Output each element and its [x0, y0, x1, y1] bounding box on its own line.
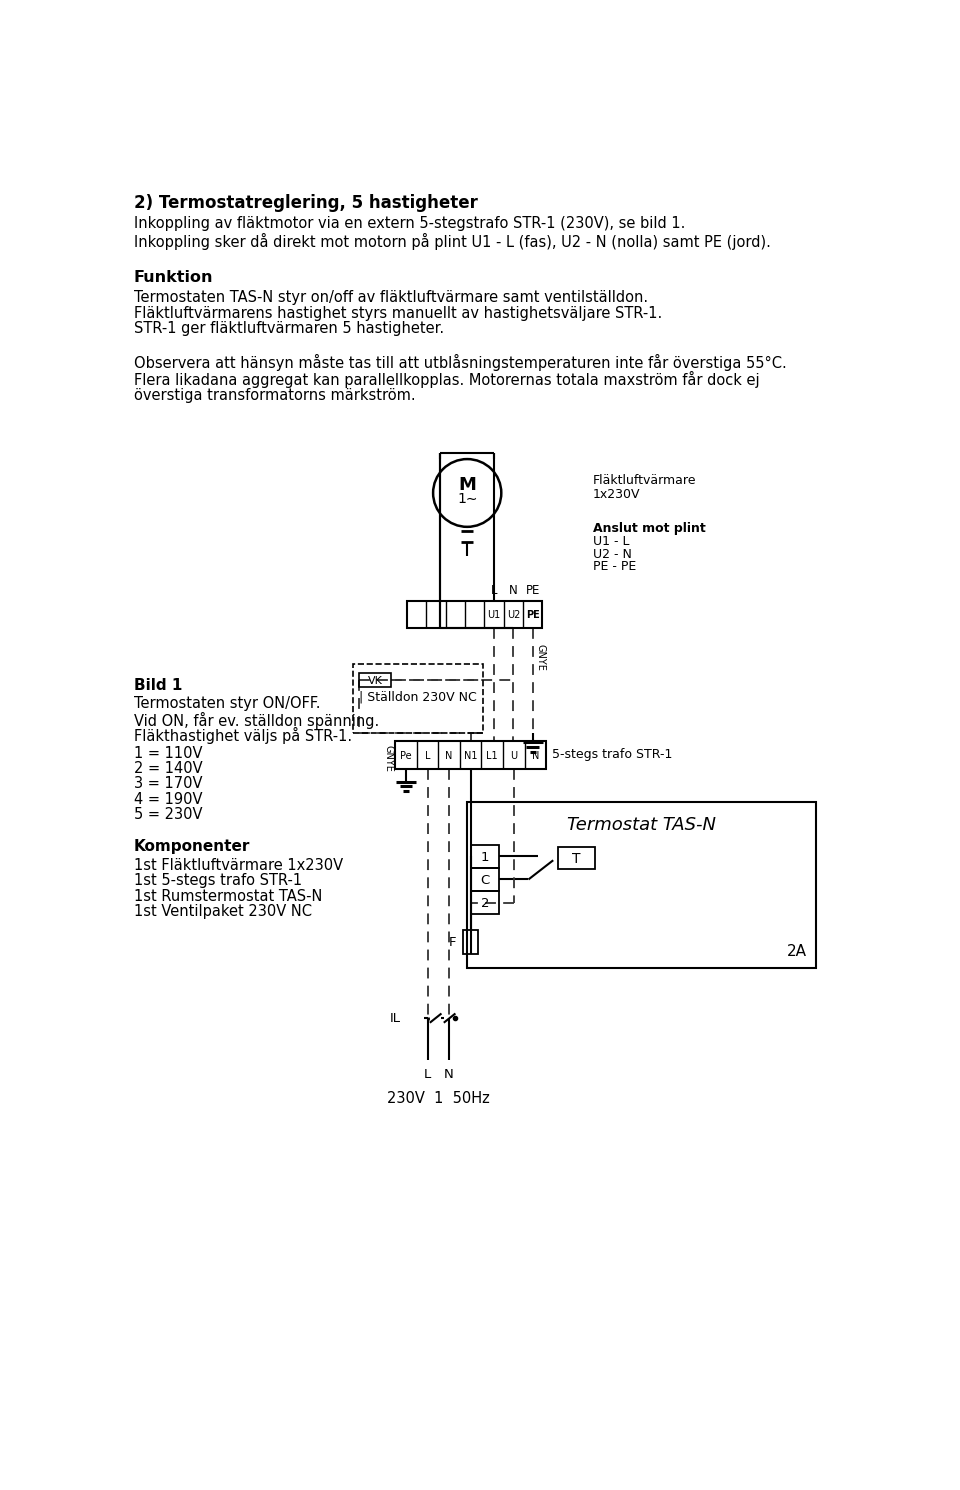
Text: PE: PE	[525, 584, 540, 597]
Text: 1x230V: 1x230V	[592, 487, 640, 501]
Text: Observera att hänsyn måste tas till att utblåsningstemperaturen inte får översti: Observera att hänsyn måste tas till att …	[134, 355, 786, 371]
Text: N: N	[445, 751, 453, 760]
Text: 1st Ventilpaket 230V NC: 1st Ventilpaket 230V NC	[134, 904, 312, 919]
Text: Flera likadana aggregat kan parallellkopplas. Motorernas totala maxström får doc: Flera likadana aggregat kan parallellkop…	[134, 371, 759, 389]
Text: 3 = 170V: 3 = 170V	[134, 776, 203, 791]
Text: VK: VK	[368, 676, 382, 685]
Text: GNYE: GNYE	[383, 745, 394, 772]
Text: 2: 2	[481, 897, 490, 910]
Text: Inkoppling sker då direkt mot motorn på plint U1 - L (fas), U2 - N (nolla) samt : Inkoppling sker då direkt mot motorn på …	[134, 232, 771, 250]
Text: Fläkthastighet väljs på STR-1.: Fläkthastighet väljs på STR-1.	[134, 727, 352, 744]
Text: U: U	[511, 751, 517, 760]
Text: N1: N1	[464, 751, 477, 760]
Text: 230V  1  50Hz: 230V 1 50Hz	[387, 1091, 490, 1106]
Text: U2 - N: U2 - N	[592, 548, 632, 560]
Bar	[359, 673, 392, 687]
Text: 1st Rumstermostat TAS-N: 1st Rumstermostat TAS-N	[134, 888, 323, 904]
Text: | Ställdon 230V NC: | Ställdon 230V NC	[359, 690, 476, 703]
Text: U1: U1	[488, 611, 500, 620]
Bar	[471, 869, 499, 891]
Text: L1: L1	[487, 751, 498, 760]
Text: PE: PE	[526, 611, 540, 620]
Text: 5 = 230V: 5 = 230V	[134, 808, 203, 822]
Text: U2: U2	[507, 611, 520, 620]
Text: N: N	[444, 1068, 454, 1082]
Bar	[463, 930, 478, 954]
Text: PE - PE: PE - PE	[592, 560, 636, 574]
Bar	[471, 891, 499, 915]
Text: Termostaten TAS-N styr on/off av fläktluftvärmare samt ventilställdon.: Termostaten TAS-N styr on/off av fläktlu…	[134, 291, 648, 305]
Text: GNYE: GNYE	[535, 644, 545, 670]
Text: 2A: 2A	[786, 943, 806, 958]
Bar	[558, 848, 595, 869]
Text: 1st 5-stegs trafo STR-1: 1st 5-stegs trafo STR-1	[134, 873, 302, 888]
Text: Pe: Pe	[400, 751, 412, 760]
Text: överstiga transformatorns märkström.: överstiga transformatorns märkström.	[134, 389, 416, 404]
Bar	[471, 845, 499, 869]
Text: 1st Fläktluftvärmare 1x230V: 1st Fläktluftvärmare 1x230V	[134, 858, 343, 873]
Text: M: M	[458, 477, 476, 495]
Text: T: T	[572, 852, 581, 866]
Text: 5-stegs trafo STR-1: 5-stegs trafo STR-1	[552, 748, 673, 761]
Text: 1: 1	[481, 851, 490, 864]
Bar	[407, 600, 542, 629]
Text: L: L	[424, 1068, 431, 1082]
Text: Funktion: Funktion	[134, 270, 213, 285]
Text: Termostaten styr ON/OFF.: Termostaten styr ON/OFF.	[134, 696, 321, 711]
Text: N: N	[509, 584, 517, 597]
Text: Vid ON, får ev. ställdon spänning.: Vid ON, får ev. ställdon spänning.	[134, 712, 379, 729]
Text: Bild 1: Bild 1	[134, 678, 182, 693]
Text: Termostat TAS-N: Termostat TAS-N	[567, 817, 716, 834]
Text: F: F	[449, 936, 457, 949]
Text: 1 = 110V: 1 = 110V	[134, 745, 203, 760]
Text: 1∼: 1∼	[457, 492, 477, 507]
Text: N: N	[532, 751, 540, 760]
Bar	[396, 741, 546, 769]
Text: 2) Termostatreglering, 5 hastigheter: 2) Termostatreglering, 5 hastigheter	[134, 194, 478, 212]
Text: Fläktluftvärmarens hastighet styrs manuellt av hastighetsväljare STR-1.: Fläktluftvärmarens hastighet styrs manue…	[134, 305, 662, 320]
Text: Komponenter: Komponenter	[134, 839, 251, 854]
Text: L: L	[424, 751, 430, 760]
Text: Anslut mot plint: Anslut mot plint	[592, 522, 706, 535]
Text: Fläktluftvärmare: Fläktluftvärmare	[592, 474, 696, 487]
Text: Inkoppling av fläktmotor via en extern 5-stegstrafo STR-1 (230V), se bild 1.: Inkoppling av fläktmotor via en extern 5…	[134, 216, 685, 231]
Text: C: C	[480, 873, 490, 887]
Text: 2 = 140V: 2 = 140V	[134, 761, 203, 776]
Text: L: L	[491, 584, 497, 597]
Bar	[468, 803, 816, 968]
Text: STR-1 ger fläktluftvärmaren 5 hastigheter.: STR-1 ger fläktluftvärmaren 5 hastighete…	[134, 322, 444, 337]
Text: IL: IL	[390, 1012, 400, 1025]
Text: U1 - L: U1 - L	[592, 535, 629, 548]
Text: 4 = 190V: 4 = 190V	[134, 791, 203, 806]
Bar	[352, 665, 483, 733]
